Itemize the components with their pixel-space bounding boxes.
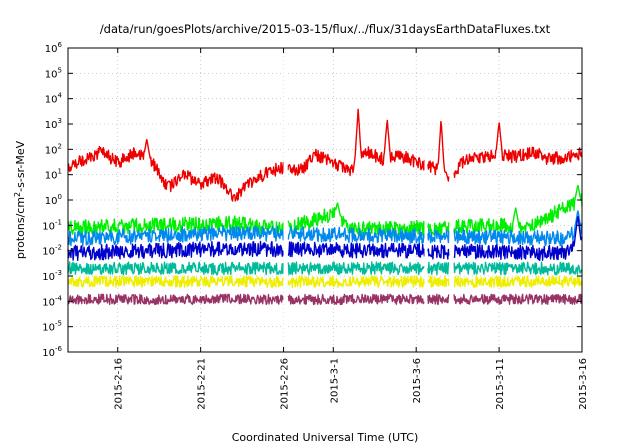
- x-tick-label: 2015-3-11: [495, 358, 506, 410]
- y-tick-label-exp: -2: [55, 244, 62, 252]
- y-tick-label-exp: 2: [58, 142, 62, 150]
- x-tick-label: 2015-3-16: [578, 358, 589, 410]
- y-tick-label-base: 10: [45, 171, 58, 182]
- x-tick-label: 2015-3-1: [329, 358, 340, 403]
- y-tick-label-base: 10: [42, 247, 55, 258]
- y-axis-label-prefix: protons/cm: [14, 197, 27, 259]
- plot-series: [67, 108, 583, 306]
- x-axis-label: Coordinated Universal Time (UTC): [232, 431, 419, 444]
- y-tick-label-base: 10: [42, 221, 55, 232]
- chart-title: /data/run/goesPlots/archive/2015-03-15/f…: [100, 22, 551, 36]
- y-tick-label: 104: [45, 92, 63, 106]
- y-tick-label: 10-5: [42, 320, 62, 334]
- series-line-7: [67, 293, 583, 306]
- y-tick-label: 10-4: [42, 294, 62, 308]
- y-tick-label-base: 10: [45, 44, 58, 55]
- y-tick-label: 105: [45, 66, 62, 80]
- y-tick-label-base: 10: [45, 145, 58, 156]
- y-tick-label-base: 10: [42, 272, 55, 283]
- y-tick-label-base: 10: [45, 196, 58, 207]
- data-gap: [283, 49, 288, 351]
- y-tick-label: 102: [45, 142, 62, 156]
- series-line-4: [67, 215, 583, 261]
- axis-ticks: 10-610-510-410-310-210-11001011021031041…: [42, 41, 589, 410]
- y-axis-label-sup: 2: [13, 192, 22, 197]
- y-tick-label-exp: -1: [55, 218, 62, 226]
- y-tick-label-base: 10: [42, 297, 55, 308]
- y-tick-label-exp: 3: [58, 117, 62, 125]
- y-tick-label-exp: 5: [58, 66, 62, 74]
- series-line-2: [67, 184, 583, 237]
- y-tick-label-exp: -3: [55, 269, 62, 277]
- y-axis-label: protons/cm2-s-sr-MeV: [13, 140, 28, 259]
- y-tick-label-exp: -5: [55, 320, 62, 328]
- x-tick-label: 2015-3-6: [412, 358, 423, 403]
- x-tick-label: 2015-2-21: [197, 358, 208, 410]
- series-line-6: [67, 275, 583, 288]
- x-tick-label: 2015-2-26: [280, 358, 291, 410]
- y-tick-label: 100: [45, 193, 62, 207]
- y-tick-label-exp: 6: [58, 41, 63, 49]
- data-gap: [449, 49, 454, 351]
- y-tick-label: 101: [45, 168, 62, 182]
- y-tick-label-exp: 0: [58, 193, 62, 201]
- series-line-5: [67, 261, 583, 276]
- y-tick-label: 10-2: [42, 244, 62, 258]
- y-tick-label-exp: -6: [55, 345, 63, 353]
- y-tick-label-base: 10: [45, 69, 58, 80]
- y-tick-label-base: 10: [42, 348, 55, 359]
- data-gaps: [283, 49, 454, 351]
- y-tick-label: 10-1: [42, 218, 62, 232]
- y-tick-label-exp: -4: [55, 294, 63, 302]
- y-tick-label: 10-3: [42, 269, 62, 283]
- y-tick-label-base: 10: [42, 323, 55, 334]
- series-line-1: [67, 108, 583, 202]
- series-line-3: [67, 210, 583, 247]
- y-tick-label: 103: [45, 117, 62, 131]
- data-gap: [424, 49, 428, 351]
- y-tick-label-base: 10: [45, 95, 58, 106]
- y-tick-label-base: 10: [45, 120, 58, 131]
- y-tick-label: 10-6: [42, 345, 62, 359]
- x-tick-label: 2015-2-16: [114, 358, 125, 410]
- y-axis-label-suffix: -s-sr-MeV: [14, 140, 27, 191]
- y-tick-label: 106: [45, 41, 63, 55]
- y-tick-label-exp: 4: [58, 92, 63, 100]
- y-tick-label-exp: 1: [58, 168, 62, 176]
